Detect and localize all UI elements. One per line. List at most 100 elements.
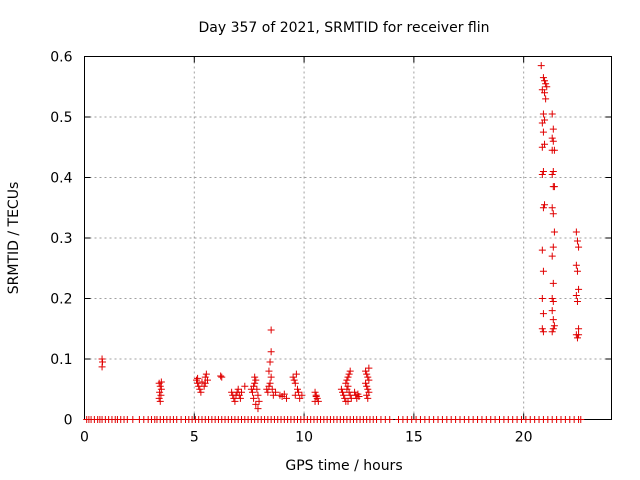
y-tick-label: 0.3 bbox=[50, 231, 72, 247]
data-point bbox=[537, 62, 545, 70]
data-point bbox=[267, 373, 275, 381]
data-point bbox=[290, 376, 298, 384]
data-point bbox=[542, 80, 550, 88]
data-point bbox=[202, 370, 210, 378]
data-point bbox=[200, 382, 208, 390]
data-point bbox=[549, 125, 557, 133]
data-point bbox=[264, 388, 272, 396]
data-point bbox=[156, 382, 164, 390]
data-point bbox=[549, 167, 557, 175]
data-point bbox=[549, 298, 557, 306]
data-point bbox=[251, 373, 259, 381]
data-point bbox=[386, 416, 394, 423]
data-point bbox=[549, 325, 557, 333]
data-point bbox=[572, 261, 580, 269]
data-point bbox=[362, 367, 370, 375]
data-point bbox=[538, 325, 546, 333]
data-point bbox=[550, 228, 558, 236]
data-point bbox=[575, 331, 583, 339]
x-axis-label: GPS time / hours bbox=[285, 458, 402, 474]
data-point bbox=[363, 391, 371, 399]
data-point bbox=[548, 252, 556, 260]
data-point bbox=[253, 385, 261, 393]
data-point bbox=[550, 183, 558, 191]
data-point bbox=[241, 382, 249, 390]
data-point bbox=[541, 201, 549, 209]
data-point bbox=[548, 328, 556, 336]
data-point bbox=[343, 376, 351, 384]
data-point bbox=[364, 385, 372, 393]
data-point bbox=[539, 167, 547, 175]
y-tick-label: 0.1 bbox=[50, 352, 72, 368]
data-point bbox=[365, 364, 373, 372]
data-point bbox=[340, 391, 348, 399]
data-point bbox=[217, 372, 225, 380]
data-point bbox=[291, 379, 299, 387]
data-point bbox=[98, 363, 106, 371]
data-point bbox=[267, 326, 275, 334]
data-point bbox=[539, 110, 547, 118]
x-tick-label: 10 bbox=[295, 430, 313, 446]
data-point bbox=[197, 388, 205, 396]
data-point bbox=[312, 393, 320, 401]
data-point bbox=[266, 358, 274, 366]
data-point bbox=[539, 204, 547, 212]
data-point bbox=[231, 397, 239, 405]
data-point bbox=[295, 388, 303, 396]
data-point bbox=[572, 228, 580, 236]
data-point bbox=[250, 382, 258, 390]
y-axis-label: SRMTID / TECUs bbox=[6, 182, 22, 295]
axis-ticks bbox=[84, 56, 612, 420]
data-point bbox=[201, 379, 209, 387]
data-point bbox=[252, 376, 260, 384]
data-point bbox=[236, 394, 244, 402]
data-point bbox=[575, 285, 583, 293]
data-point bbox=[364, 373, 372, 381]
data-point bbox=[550, 322, 558, 330]
data-point bbox=[573, 334, 581, 342]
data-point bbox=[218, 373, 226, 381]
data-point bbox=[196, 385, 204, 393]
y-tick-label: 0 bbox=[64, 413, 73, 429]
data-point bbox=[539, 74, 547, 82]
data-point bbox=[548, 295, 556, 302]
data-point bbox=[363, 382, 371, 390]
y-tick-label: 0.5 bbox=[50, 110, 72, 126]
data-point bbox=[234, 385, 242, 393]
data-point bbox=[549, 316, 557, 324]
data-point bbox=[351, 388, 359, 396]
data-point bbox=[549, 210, 557, 218]
x-tick-label: 0 bbox=[80, 430, 89, 446]
data-point bbox=[254, 405, 262, 413]
data-point bbox=[311, 388, 319, 396]
data-point bbox=[311, 397, 319, 405]
data-point bbox=[129, 416, 137, 423]
x-tick-label: 5 bbox=[190, 430, 199, 446]
data-point bbox=[283, 394, 291, 402]
data-point bbox=[345, 370, 353, 378]
data-point bbox=[341, 394, 349, 402]
data-point bbox=[548, 134, 556, 142]
data-point bbox=[573, 237, 581, 245]
x-tick-label: 15 bbox=[405, 430, 423, 446]
data-point bbox=[543, 83, 551, 91]
data-point bbox=[355, 393, 363, 401]
data-point bbox=[572, 291, 580, 299]
data-point bbox=[575, 243, 583, 251]
data-point bbox=[541, 89, 549, 97]
data-point bbox=[538, 170, 546, 178]
data-point bbox=[542, 95, 550, 103]
data-point bbox=[252, 400, 260, 408]
data-point bbox=[280, 390, 288, 398]
plot-area-frame bbox=[84, 56, 612, 420]
data-point bbox=[254, 391, 262, 399]
data-point bbox=[573, 298, 581, 306]
data-point bbox=[550, 146, 558, 154]
data-point bbox=[272, 388, 280, 396]
data-point bbox=[291, 391, 299, 399]
data-point bbox=[363, 370, 371, 378]
data-point bbox=[538, 119, 546, 127]
data-point bbox=[549, 243, 557, 251]
data-point bbox=[344, 382, 352, 390]
